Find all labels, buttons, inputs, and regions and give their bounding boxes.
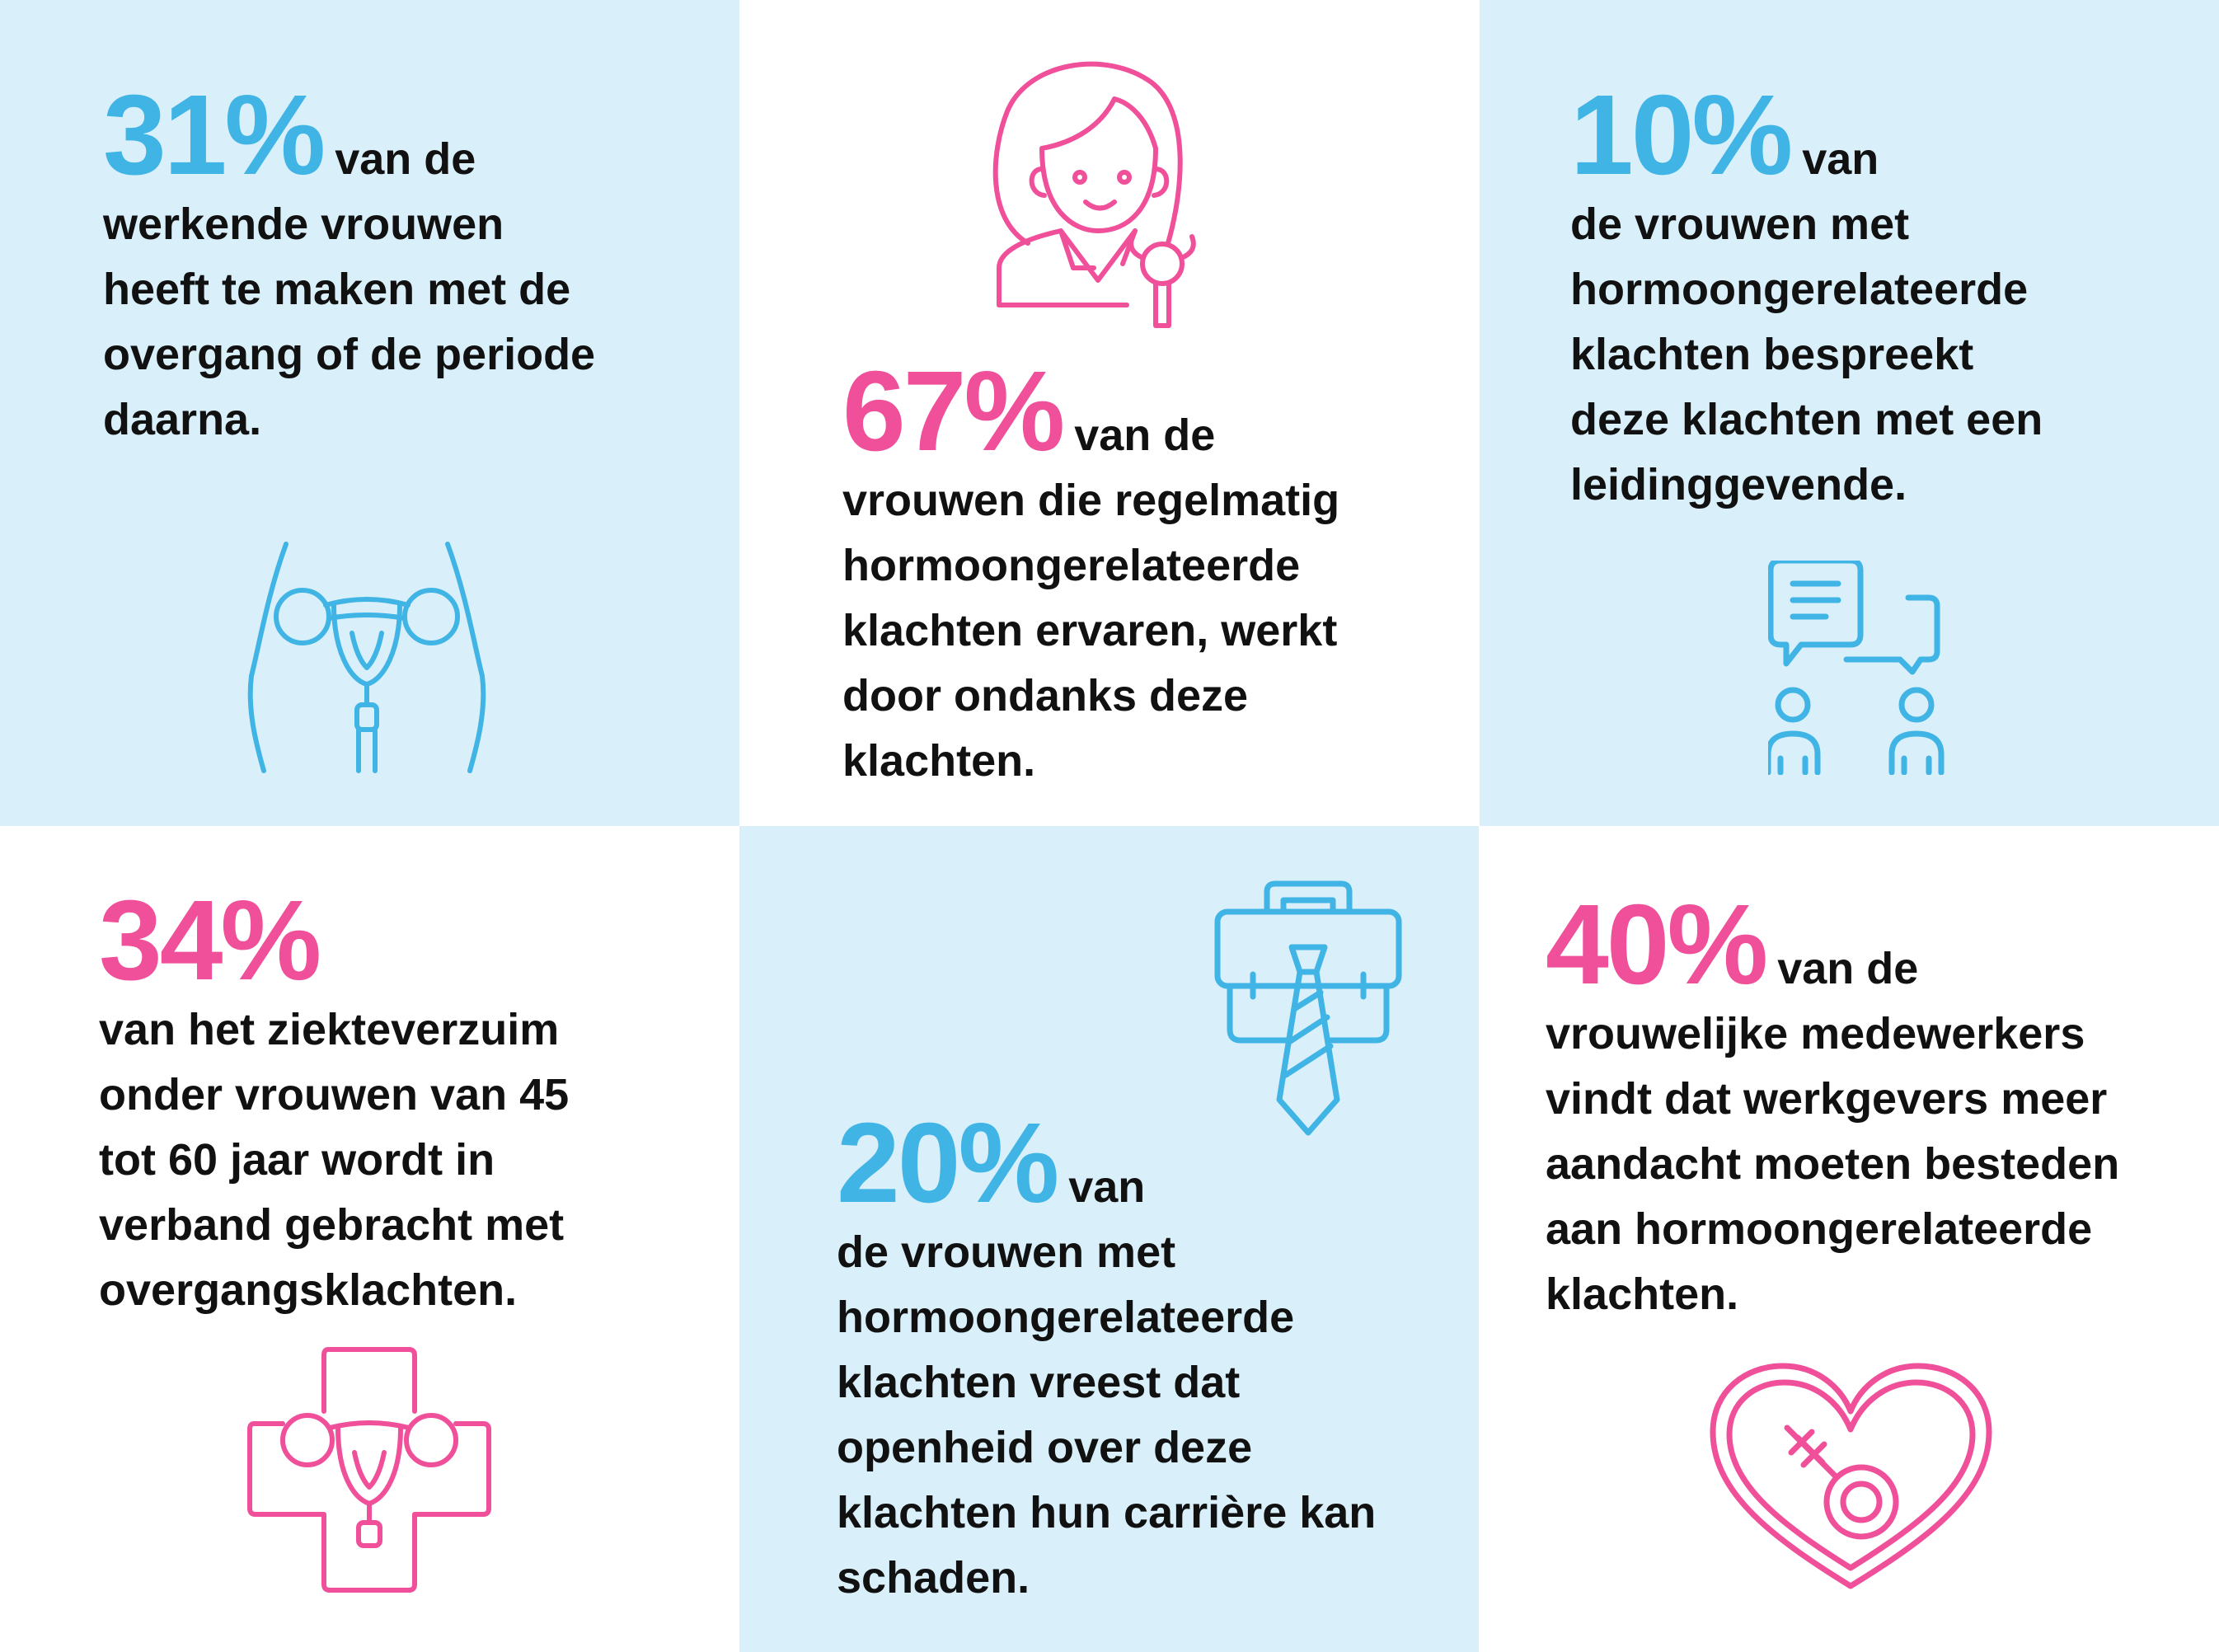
stat-percent: 20% [837, 1100, 1059, 1227]
stat-text: 34% van het ziekteverzuim onder vrouwen … [99, 877, 570, 1315]
heart-female-icon [1709, 1362, 1993, 1593]
stat-card-10: 10% van de vrouwen met hormoongerelateerd… [1480, 0, 2219, 826]
medical-cross-uterus-icon [246, 1345, 493, 1593]
stat-text: 20% van de vrouwen met hormoongerelateerd… [837, 1100, 1377, 1603]
stat-card-20: 20% van de vrouwen met hormoongerelateerd… [739, 826, 1479, 1652]
stat-text: 67% van de vrouwen die regelmatig hormoon… [842, 348, 1340, 786]
stat-card-34: 34% van het ziekteverzuim onder vrouwen … [0, 826, 739, 1652]
stat-percent: 10% [1570, 72, 1793, 199]
stat-percent: 40% [1546, 881, 1768, 1008]
stat-percent: 31% [103, 72, 326, 199]
stat-card-67: 67% van de vrouwen die regelmatig hormoon… [739, 0, 1479, 826]
stat-percent: 34% [99, 877, 321, 1004]
stat-text: 40% van de vrouwelijke medewerkers vindt … [1546, 881, 2120, 1319]
uterus-hips-icon [243, 536, 490, 775]
stat-card-31: 31% van de werkende vrouwen heeft te make… [0, 0, 739, 826]
stat-text: 31% van de werkende vrouwen heeft te make… [103, 72, 596, 444]
stat-card-40: 40% van de vrouwelijke medewerkers vindt … [1480, 826, 2219, 1652]
stat-text: 10% van de vrouwen met hormoongerelateerd… [1570, 72, 2043, 509]
briefcase-tie-icon [1213, 877, 1403, 1141]
female-doctor-icon [983, 54, 1230, 334]
conversation-icon [1768, 561, 1974, 775]
stat-percent: 67% [842, 348, 1065, 475]
